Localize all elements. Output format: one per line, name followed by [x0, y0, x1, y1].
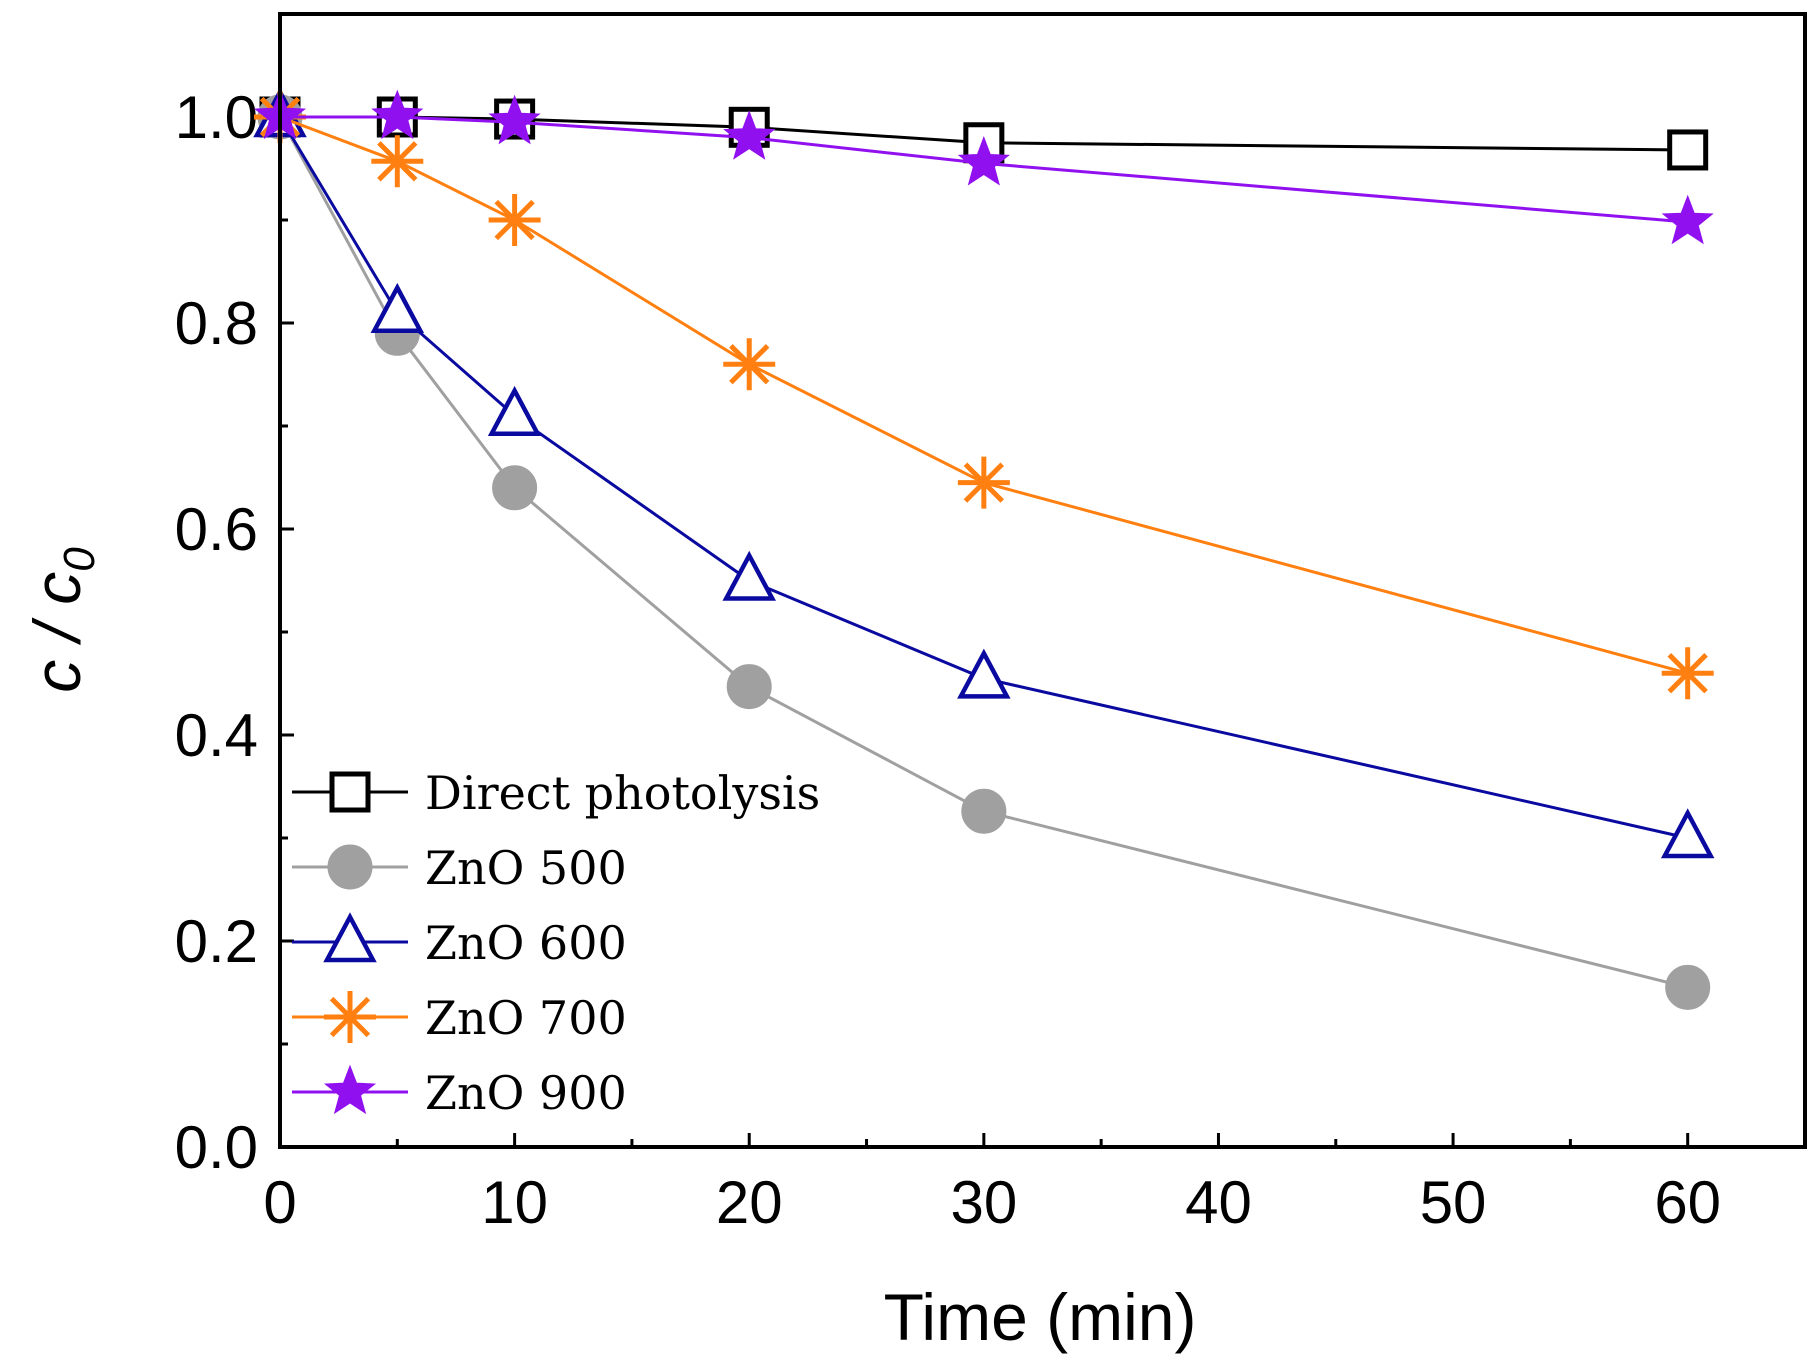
x-tick-label: 60	[1654, 1169, 1721, 1236]
y-axis-title-subscript: 0	[55, 547, 104, 572]
legend-label: ZnO 700	[425, 991, 627, 1045]
x-tick-label: 30	[950, 1169, 1017, 1236]
data-point	[957, 135, 1010, 186]
data-point	[487, 385, 542, 436]
data-point	[726, 664, 772, 710]
y-tick-label: 0.2	[175, 908, 258, 975]
legend-marker	[324, 991, 376, 1043]
legend-marker	[323, 1064, 377, 1115]
legend-label: ZnO 600	[425, 916, 627, 970]
series-zno-900	[253, 89, 1714, 245]
y-axis-title-main: c / c	[20, 572, 94, 693]
data-point	[723, 110, 776, 160]
data-point	[488, 194, 541, 246]
series-zno-700	[254, 91, 1714, 700]
data-point	[961, 788, 1007, 834]
legend: Direct photolysis ZnO 500 ZnO 600 ZnO 700 Zn…	[292, 766, 820, 1120]
legend-label: ZnO 500	[425, 841, 627, 895]
data-point	[1660, 808, 1715, 859]
series-line	[279, 115, 1689, 675]
legend-entry: ZnO 500	[292, 841, 627, 895]
y-tick-label: 0.0	[175, 1114, 258, 1181]
x-axis-title: Time (min)	[884, 1280, 1197, 1354]
data-point	[1661, 647, 1714, 700]
data-point	[1667, 129, 1709, 171]
plot-frame	[278, 12, 1807, 1149]
y-tick-label: 1.0	[175, 84, 258, 151]
legend-label: Direct photolysis	[425, 766, 820, 820]
data-point	[492, 465, 538, 511]
x-tick-label: 40	[1185, 1169, 1252, 1236]
x-tick-label: 0	[263, 1169, 296, 1236]
data-point	[1661, 194, 1714, 245]
x-tick-label: 10	[481, 1169, 548, 1236]
data-point	[371, 89, 424, 140]
data-point	[488, 94, 541, 145]
legend-marker	[323, 912, 377, 963]
y-tick-label: 0.8	[175, 290, 258, 357]
legend-marker	[327, 844, 373, 890]
data-point	[371, 135, 424, 188]
legend-entry: ZnO 700	[292, 991, 627, 1045]
x-tick-label: 50	[1420, 1169, 1487, 1236]
legend-entry: ZnO 600	[292, 912, 627, 970]
legend-entry: ZnO 900	[292, 1064, 627, 1120]
data-point	[723, 338, 776, 391]
y-axis-title: c / c0	[20, 547, 104, 693]
data-point	[957, 648, 1011, 699]
legend-label: ZnO 900	[425, 1066, 627, 1120]
data-point	[957, 456, 1010, 509]
series-line	[278, 116, 1689, 989]
legend-entry: Direct photolysis	[292, 766, 820, 820]
ticks-layer: 0 10 20 30 40 50 60 0.0 0.2 0.4 0.6 0.8 1.0	[175, 12, 1807, 1236]
data-point	[1665, 964, 1711, 1010]
data-point	[722, 550, 776, 601]
y-tick-label: 0.6	[175, 496, 258, 563]
x-tick-label: 20	[716, 1169, 783, 1236]
y-tick-label: 0.4	[175, 702, 258, 769]
series-line	[280, 115, 1688, 224]
series-line	[278, 116, 1689, 840]
legend-marker	[329, 771, 371, 813]
data-point	[370, 282, 425, 333]
